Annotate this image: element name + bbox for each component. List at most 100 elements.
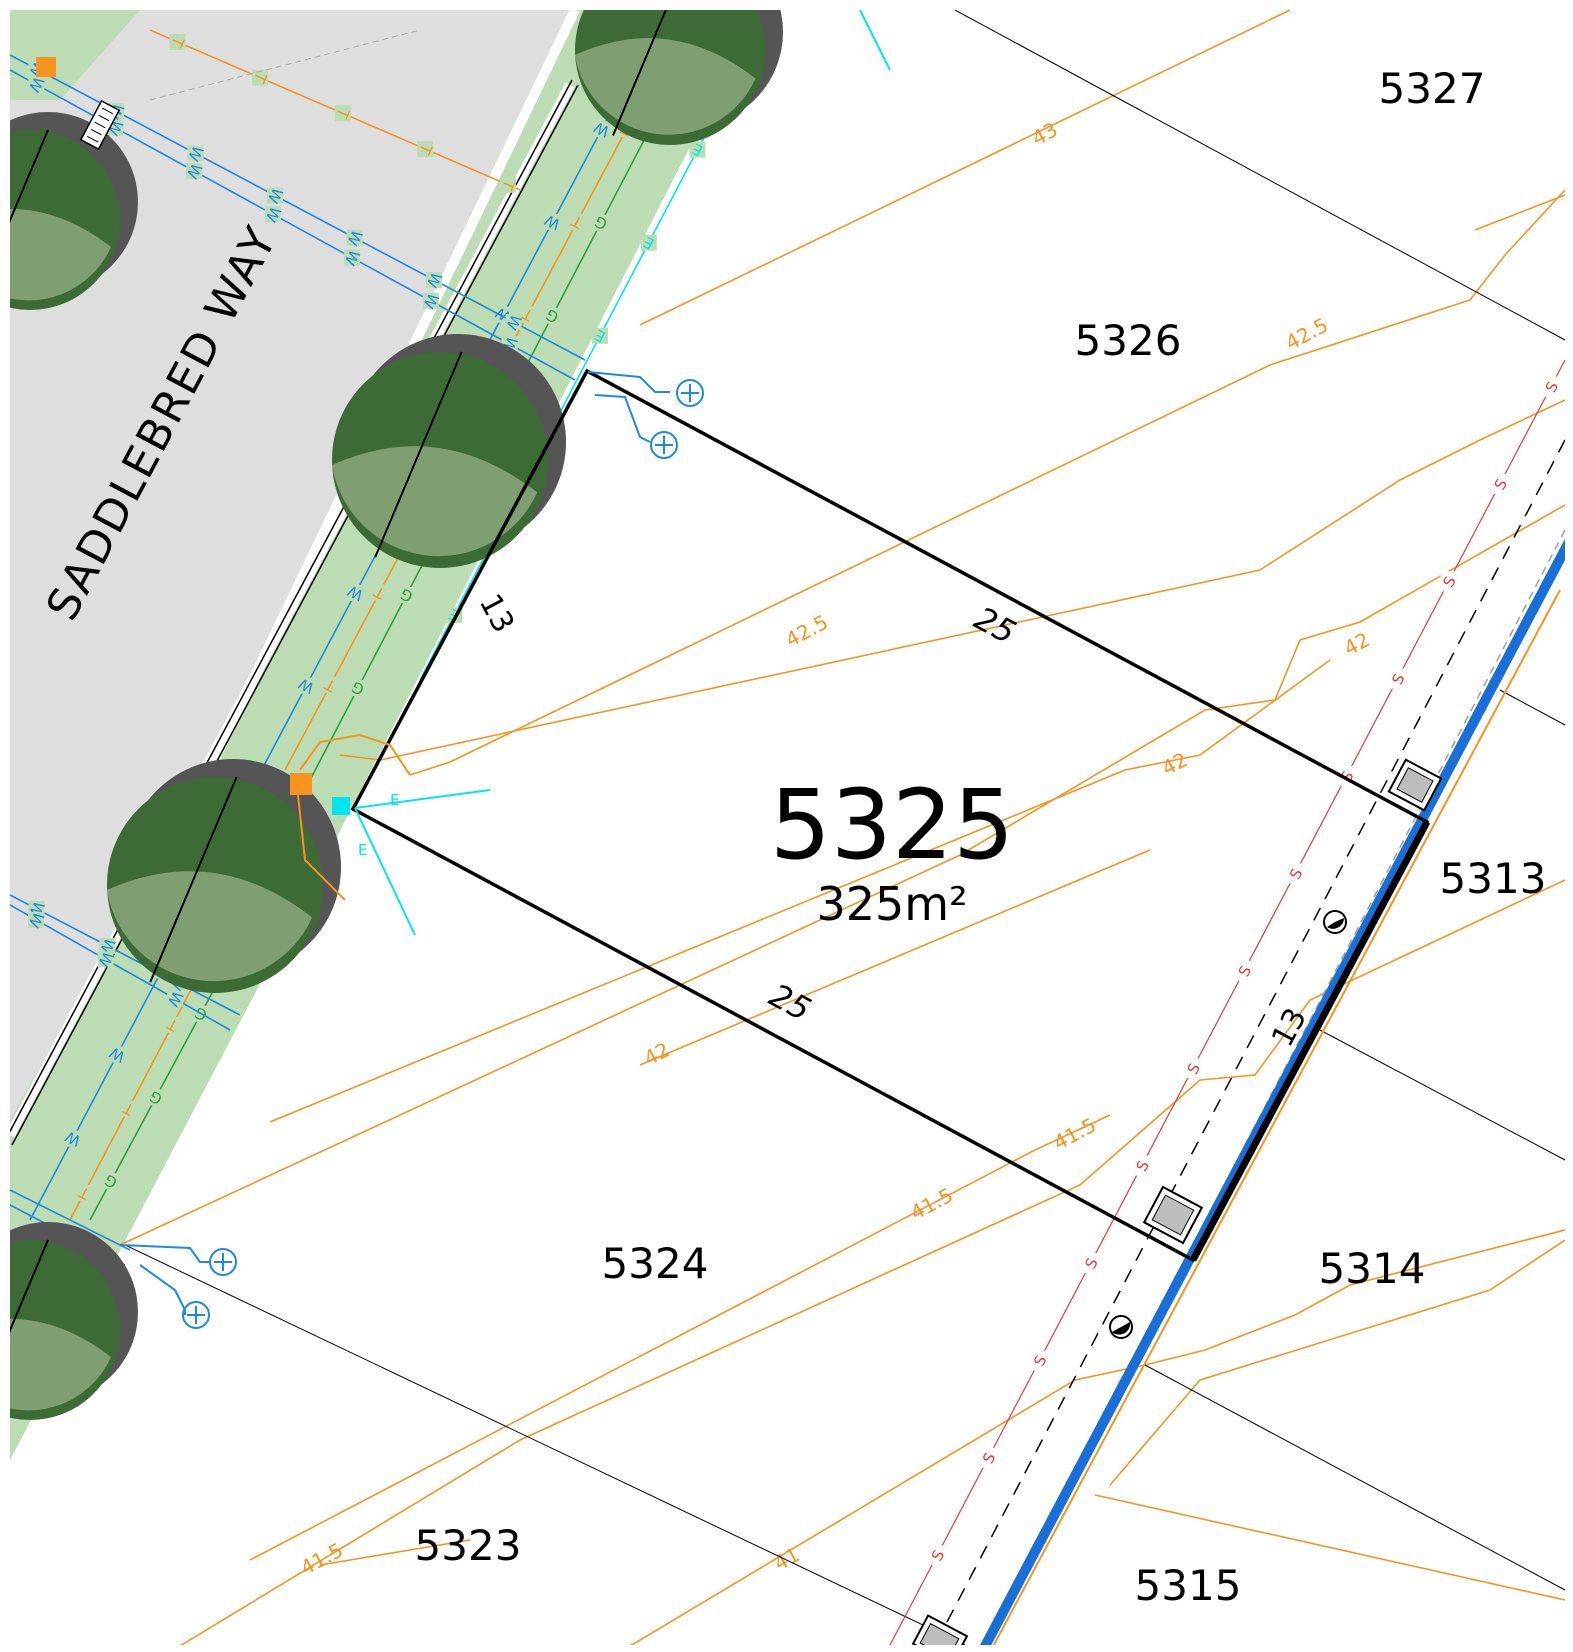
lot-5327-number: 5327 bbox=[1379, 64, 1486, 113]
contour-label: 42 bbox=[1158, 747, 1192, 780]
contour-line bbox=[1109, 1239, 1565, 1486]
tree bbox=[332, 334, 566, 568]
water-connections bbox=[119, 371, 704, 1329]
drain-line bbox=[979, 538, 1565, 1645]
telecom-main-gap bbox=[322, 677, 339, 694]
lot-5325-frontage: 13 bbox=[472, 588, 521, 638]
contour-label: 42 bbox=[640, 1037, 674, 1070]
verge-edge bbox=[11, 84, 579, 1146]
gas-main-gap bbox=[544, 307, 561, 324]
water-crossing-gap bbox=[346, 229, 363, 246]
lot-5325-number: 5325 bbox=[770, 769, 1014, 881]
water-main-gap bbox=[347, 584, 364, 601]
telecom-pit bbox=[290, 773, 312, 795]
water-main-gap bbox=[593, 121, 610, 138]
water-crossing-gap bbox=[505, 314, 522, 331]
lot-5325-rear bbox=[1189, 820, 1431, 1262]
water-crossing-south-2-gap bbox=[167, 990, 184, 1007]
lot-5325-area: 325m² bbox=[816, 877, 967, 931]
electric-line bbox=[859, 10, 891, 71]
lot-5325-side-south: 25 bbox=[763, 976, 817, 1029]
contour-line bbox=[339, 399, 1565, 761]
water-crossing-2-gap bbox=[265, 206, 282, 223]
contour-label: 42.5 bbox=[781, 610, 832, 652]
lot-5326-number: 5326 bbox=[1075, 316, 1182, 365]
tree bbox=[575, 10, 783, 145]
contour-label: 43 bbox=[1028, 117, 1062, 150]
water-crossing-gap bbox=[187, 145, 204, 162]
telecom-main-south-gap bbox=[120, 1100, 137, 1117]
lot-boundaries bbox=[124, 10, 1565, 1645]
water-crossing-south-2-gap bbox=[28, 911, 45, 928]
electric-main-gap bbox=[592, 327, 609, 344]
tree bbox=[10, 1222, 138, 1420]
lot-5325-side-north: 25 bbox=[968, 599, 1022, 652]
telecom-crossing-gap bbox=[334, 105, 351, 122]
gas-main-gap bbox=[349, 680, 366, 697]
water-crossing-south bbox=[10, 894, 241, 1016]
contour-label: 41.5 bbox=[296, 1538, 347, 1580]
lot-5313-number: 5313 bbox=[1440, 854, 1547, 903]
water-main-gap bbox=[544, 213, 561, 230]
electric-connection bbox=[354, 789, 491, 936]
street-trees bbox=[10, 10, 783, 1420]
contour-line bbox=[1094, 1494, 1565, 1601]
telecom-main-gap bbox=[371, 584, 388, 601]
telecom-main-gap bbox=[569, 213, 586, 230]
contour-line bbox=[1474, 194, 1565, 231]
tree-highlight bbox=[10, 1318, 111, 1411]
water-main-gap bbox=[298, 677, 315, 694]
tree-highlight bbox=[575, 38, 756, 135]
contour-line bbox=[319, 1539, 471, 1566]
water-crossing-gap bbox=[267, 187, 284, 204]
telecom-connection bbox=[299, 733, 411, 776]
water-crossing-gap bbox=[426, 271, 443, 288]
contour-line bbox=[630, 1229, 1565, 1645]
telecom-crossing-gap bbox=[169, 33, 186, 50]
contour-line bbox=[639, 849, 1151, 1066]
water-crossing-south-2-gap bbox=[97, 951, 114, 968]
water-crossing-south-2 bbox=[10, 904, 231, 1031]
electric-pit bbox=[332, 797, 350, 815]
telecom-crossing-gap bbox=[417, 141, 434, 158]
service-pits bbox=[79, 99, 1443, 1645]
gas-main-gap bbox=[398, 587, 415, 604]
telecom-main-gap bbox=[519, 306, 536, 323]
tree bbox=[10, 112, 138, 310]
tree bbox=[107, 759, 341, 993]
electric-label: E bbox=[390, 791, 399, 809]
lot-5314-number: 5314 bbox=[1319, 1244, 1426, 1293]
electric-main-gap bbox=[689, 141, 706, 158]
telecom-crossing-gap bbox=[252, 69, 269, 86]
verge-strip bbox=[10, 10, 760, 1460]
contour-label: 42 bbox=[1340, 627, 1374, 660]
gas-main-gap bbox=[592, 214, 609, 231]
electric-label: E bbox=[358, 841, 367, 859]
tree-highlight bbox=[107, 871, 313, 982]
water-crossing-2-gap bbox=[422, 292, 439, 309]
gas-main-south-gap bbox=[102, 1173, 119, 1190]
contour-label: 41 bbox=[770, 1542, 804, 1575]
drain-edge bbox=[992, 589, 1561, 1645]
water-crossing-south-gap bbox=[99, 937, 116, 954]
lot-5315-number: 5315 bbox=[1135, 1561, 1242, 1610]
tree-highlight bbox=[332, 446, 538, 557]
contour-line bbox=[639, 10, 1291, 326]
electric-main-gap bbox=[640, 234, 657, 251]
contour-line bbox=[409, 189, 1565, 776]
lot-5324-number: 5324 bbox=[602, 1239, 709, 1288]
telecom-main-south-gap bbox=[76, 1184, 93, 1201]
telecom-main-south-gap bbox=[164, 1016, 181, 1033]
water-main-south-gap bbox=[64, 1130, 81, 1147]
contour-line bbox=[249, 1114, 1111, 1561]
contour-label: 41.5 bbox=[1049, 1113, 1100, 1155]
water-crossing-2-gap bbox=[343, 249, 360, 266]
telecom-pit bbox=[36, 57, 56, 77]
gas-main-south-gap bbox=[147, 1089, 164, 1106]
telecom-connection bbox=[297, 794, 346, 901]
tree-highlight bbox=[10, 208, 111, 301]
contour-line bbox=[269, 659, 1331, 1123]
